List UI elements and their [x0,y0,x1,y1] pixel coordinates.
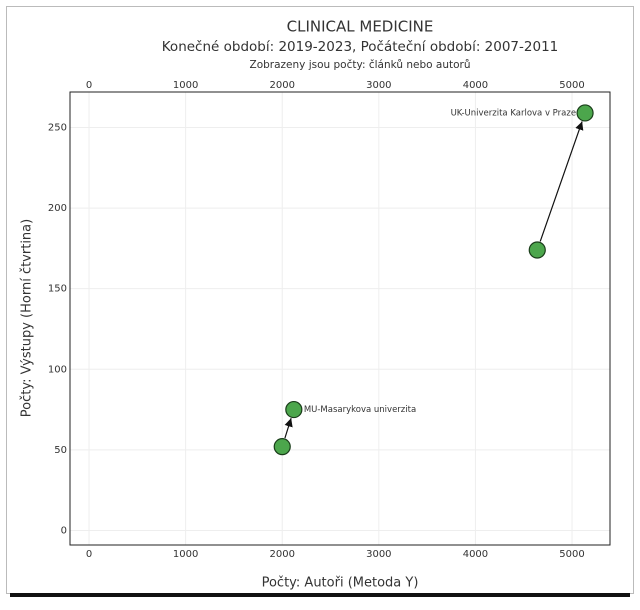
y-tick-label: 200 [48,203,67,214]
plot-frame [69,91,611,546]
bottom-bar [10,593,630,597]
x-tick-label: 1000 [173,549,198,560]
x-tick-label: 0 [86,549,92,560]
y-tick-label: 150 [48,284,67,295]
y-tick-label: 0 [61,525,67,536]
chart-note: Zobrazeny jsou počty: článků nebo autorů [250,59,471,71]
x-tick-label-top: 0 [86,80,92,91]
chart-subtitle: Konečné období: 2019-2023, Počáteční obd… [162,39,559,55]
x-tick-label: 2000 [270,549,295,560]
y-tick-label: 50 [54,445,67,456]
y-tick-label: 100 [48,364,67,375]
point-label: UK-Univerzita Karlova v Praze [451,108,577,118]
point [528,241,546,259]
x-tick-label-top: 3000 [366,80,391,91]
arrow [284,417,293,439]
point-label: MU-Masarykova univerzita [304,405,416,415]
x-tick-label: 4000 [463,549,488,560]
chart-title: CLINICAL MEDICINE [287,18,434,36]
x-axis-label: Počty: Autoři (Metoda Y) [262,576,419,591]
y-axis-label: Počty: Výstupy (Horní čtvrtina) [20,219,35,417]
x-tick-label-top: 1000 [173,80,198,91]
x-tick-label-top: 4000 [463,80,488,91]
x-tick-label-top: 5000 [559,80,584,91]
point [285,400,303,419]
point [576,104,594,122]
x-tick-label-top: 2000 [270,80,295,91]
y-tick-label: 250 [48,122,67,133]
arrow [539,121,584,242]
x-tick-label: 3000 [366,549,391,560]
x-tick-label: 5000 [559,549,584,560]
point [273,438,291,456]
frame [6,6,634,594]
